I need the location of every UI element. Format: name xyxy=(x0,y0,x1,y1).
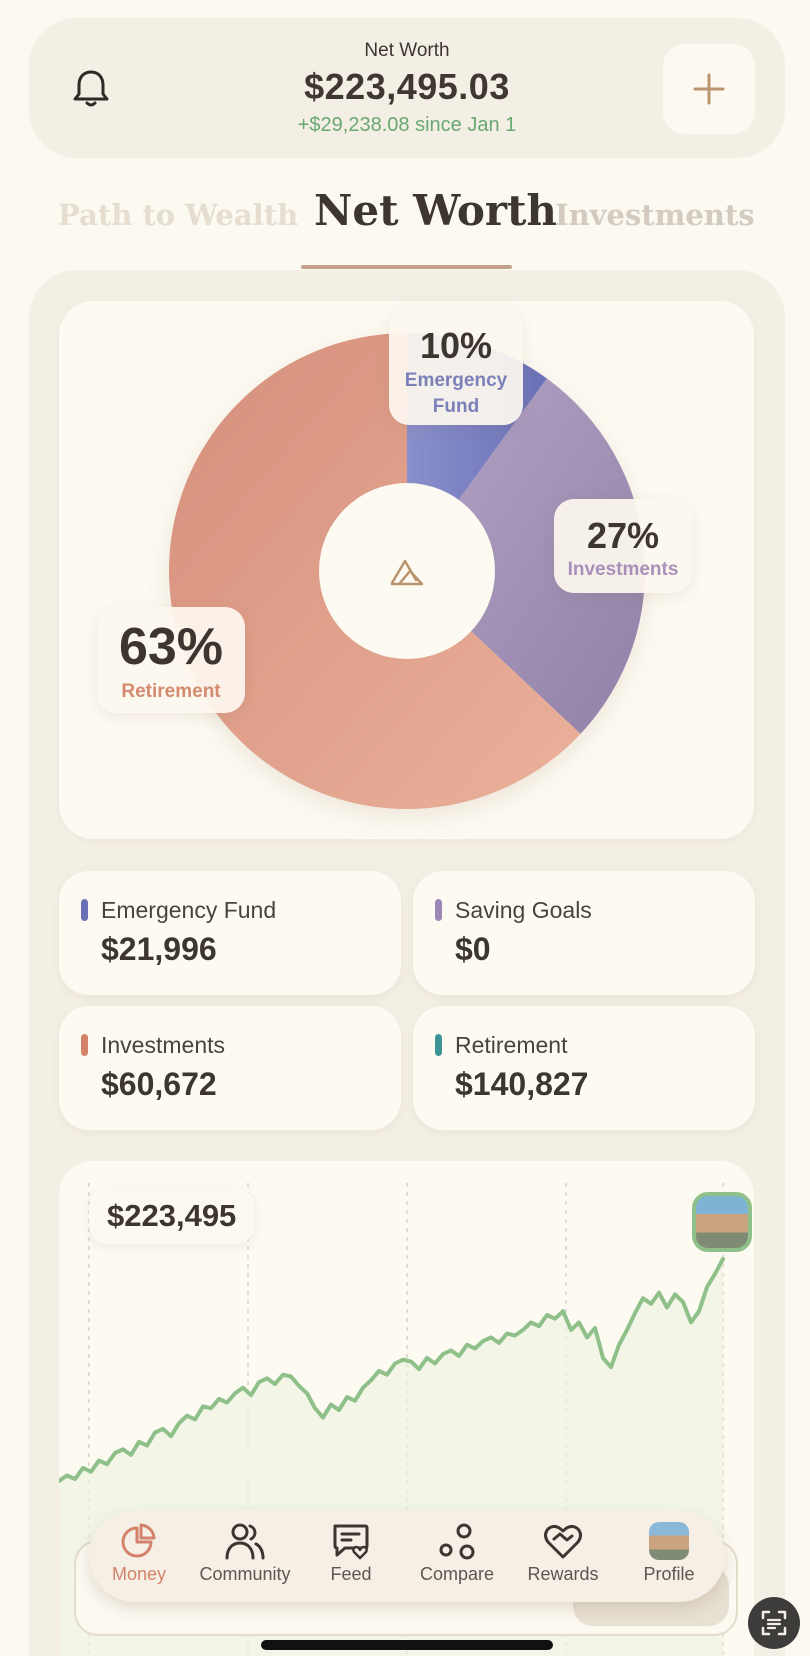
nav-label: Community xyxy=(199,1564,291,1584)
donut-segment-investments[interactable] xyxy=(407,378,645,734)
scan-button[interactable] xyxy=(748,1597,800,1649)
feed-icon xyxy=(333,1524,369,1560)
donut-label-investments[interactable]: 27% Investments xyxy=(554,499,692,593)
compare-icon xyxy=(439,1523,475,1560)
category-name: Emergency Fund xyxy=(101,897,277,923)
category-color-bar xyxy=(81,899,88,921)
retirement-percent: 63% xyxy=(118,618,224,676)
nav-label: Profile xyxy=(643,1564,695,1584)
net-worth-change: +$29,238.08 since Jan 1 xyxy=(297,114,517,136)
emergency-fund-label-line2: Fund xyxy=(432,396,480,417)
category-card-emergency-fund[interactable]: Emergency Fund $21,996 xyxy=(59,871,401,995)
tab-net-worth[interactable]: Net Worth xyxy=(314,186,557,235)
category-name: Retirement xyxy=(455,1032,568,1058)
investments-label: Investments xyxy=(567,559,679,580)
nav-label: Rewards xyxy=(527,1564,599,1584)
category-value: $21,996 xyxy=(101,931,217,967)
chart-series-line xyxy=(59,1257,725,1483)
nav-item-rewards[interactable]: Rewards xyxy=(513,1522,613,1585)
nav-label: Compare xyxy=(419,1564,495,1584)
home-indicator xyxy=(261,1640,553,1650)
category-value: $140,827 xyxy=(455,1066,589,1102)
emergency-fund-label-line1: Emergency xyxy=(404,370,508,391)
donut-label-retirement[interactable]: 63% Retirement xyxy=(97,607,245,713)
category-color-bar xyxy=(435,1034,442,1056)
active-tab-indicator xyxy=(301,265,512,269)
net-worth-summary: Net Worth $223,495.03 +$29,238.08 since … xyxy=(29,40,785,137)
nav-item-money[interactable]: Money xyxy=(89,1522,189,1585)
category-card-retirement[interactable]: Retirement $140,827 xyxy=(413,1006,755,1130)
net-worth-value: $223,495.03 xyxy=(304,66,510,107)
triangle-logo-icon xyxy=(390,559,424,586)
category-color-bar xyxy=(435,899,442,921)
chart-current-value: $223,495 xyxy=(89,1188,255,1244)
donut-hole xyxy=(319,483,495,659)
allocation-donut-card: 10% Emergency Fund 27% Investments 63% R… xyxy=(59,301,754,839)
allocation-donut-chart[interactable] xyxy=(59,301,754,839)
bell-icon[interactable] xyxy=(69,66,113,110)
nav-item-profile[interactable]: Profile xyxy=(619,1522,719,1585)
investments-percent: 27% xyxy=(586,515,660,556)
net-worth-header: Net Worth $223,495.03 +$29,238.08 since … xyxy=(29,18,785,158)
category-color-bar xyxy=(81,1034,88,1056)
category-card-saving-goals[interactable]: Saving Goals $0 xyxy=(413,871,755,995)
nav-item-feed[interactable]: Feed xyxy=(301,1522,401,1585)
profile-icon xyxy=(649,1522,689,1560)
category-name: Saving Goals xyxy=(455,897,592,923)
category-value: $0 xyxy=(455,931,491,967)
bottom-navigation: Money Community Feed Compare Rewards xyxy=(89,1510,725,1602)
net-worth-label: Net Worth xyxy=(364,40,450,61)
nav-item-compare[interactable]: Compare xyxy=(407,1522,507,1585)
donut-label-emergency-fund[interactable]: 10% Emergency Fund xyxy=(389,307,523,425)
category-value: $60,672 xyxy=(101,1066,217,1102)
rewards-icon xyxy=(544,1524,582,1559)
nav-item-community[interactable]: Community xyxy=(195,1522,295,1585)
tab-investments[interactable]: Investments xyxy=(555,198,755,232)
retirement-label: Retirement xyxy=(121,681,221,702)
section-tabs: Path to Wealth Net Worth Investments xyxy=(0,180,810,270)
category-name: Investments xyxy=(101,1032,225,1058)
chart-end-avatar[interactable] xyxy=(692,1192,752,1252)
nav-label: Feed xyxy=(330,1564,372,1584)
pie-chart-icon xyxy=(121,1523,156,1558)
emergency-fund-percent: 10% xyxy=(419,325,493,366)
category-card-investments[interactable]: Investments $60,672 xyxy=(59,1006,401,1130)
community-icon xyxy=(225,1523,265,1560)
tab-path-to-wealth[interactable]: Path to Wealth xyxy=(58,198,299,232)
scan-icon xyxy=(761,1610,787,1636)
add-button[interactable] xyxy=(663,44,755,134)
plus-icon xyxy=(693,73,725,105)
nav-label: Money xyxy=(111,1564,167,1584)
